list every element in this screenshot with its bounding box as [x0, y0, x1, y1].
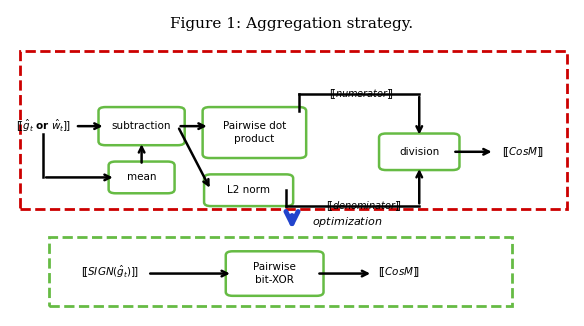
Text: $[\![\hat{g}_t\ \mathbf{or}\ \hat{w}_t]\!]$: $[\![\hat{g}_t\ \mathbf{or}\ \hat{w}_t]\…	[16, 118, 71, 134]
FancyBboxPatch shape	[379, 134, 460, 170]
Text: $[\![CosM]\!]$: $[\![CosM]\!]$	[502, 145, 544, 159]
Text: mean: mean	[127, 172, 157, 183]
FancyBboxPatch shape	[109, 162, 175, 193]
Text: Pairwise dot
product: Pairwise dot product	[223, 121, 286, 144]
Text: division: division	[399, 147, 439, 157]
Text: $[\![numerator]\!]$: $[\![numerator]\!]$	[329, 87, 394, 101]
FancyBboxPatch shape	[204, 174, 293, 206]
Text: $[\![denominator]\!]$: $[\![denominator]\!]$	[326, 200, 402, 213]
Text: $\mathit{optimization}$: $\mathit{optimization}$	[312, 215, 383, 229]
FancyBboxPatch shape	[226, 251, 324, 296]
Text: Pairwise
bit-XOR: Pairwise bit-XOR	[253, 262, 296, 285]
Text: $[\![SIGN(\hat{g}_t)]\!]$: $[\![SIGN(\hat{g}_t)]\!]$	[81, 264, 138, 280]
FancyBboxPatch shape	[203, 107, 306, 158]
Text: $[\![CosM]\!]$: $[\![CosM]\!]$	[378, 265, 420, 279]
Text: subtraction: subtraction	[112, 121, 171, 131]
FancyBboxPatch shape	[99, 107, 185, 145]
Text: L2 norm: L2 norm	[227, 185, 270, 195]
Text: Figure 1: Aggregation strategy.: Figure 1: Aggregation strategy.	[171, 17, 413, 31]
